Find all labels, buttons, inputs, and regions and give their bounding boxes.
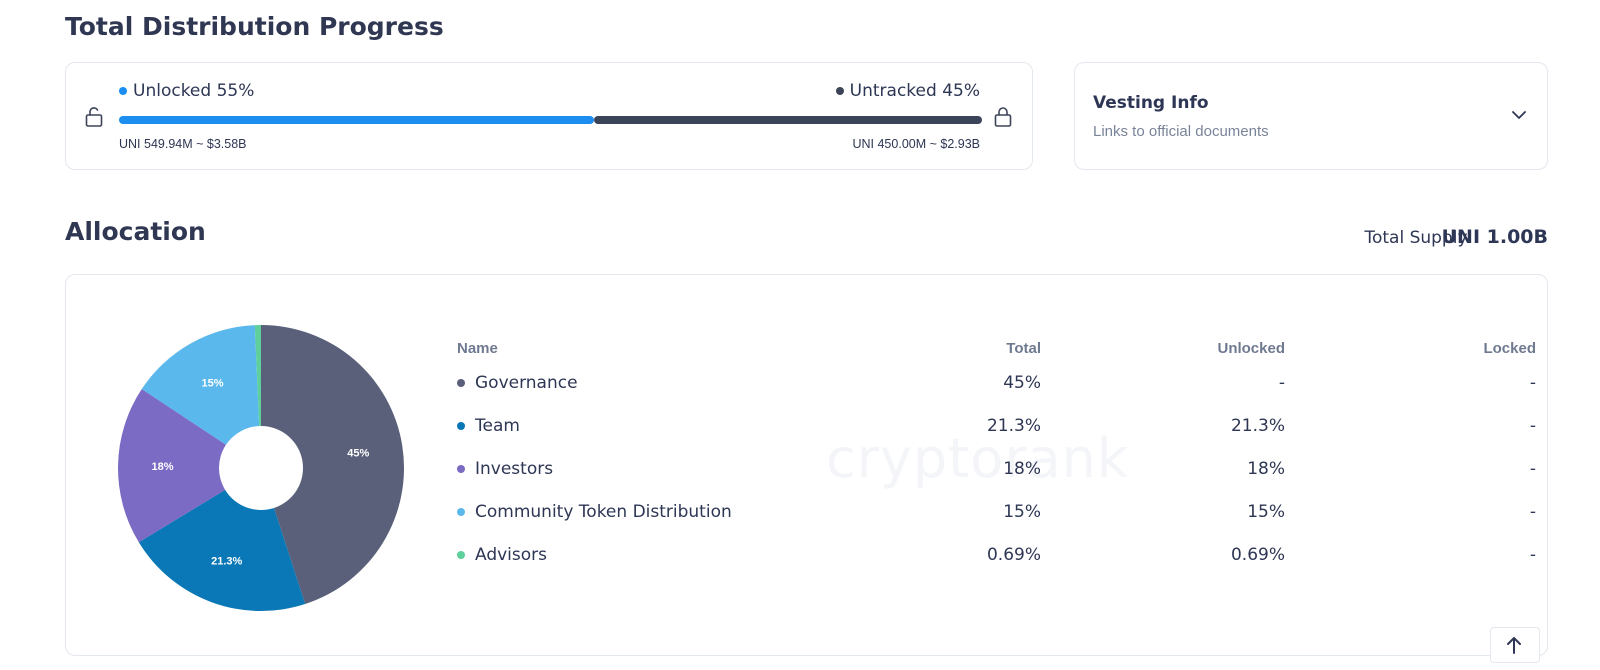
unlocked-progress-bar [119, 116, 594, 124]
row-name: Team [457, 416, 520, 436]
table-row: Investors 18% 18% - [457, 455, 1536, 485]
allocation-card: cryptorank 45% 21.3% 18% 15% Name Total Unl… [65, 274, 1548, 656]
row-name: Community Token Distribution [457, 502, 732, 522]
untracked-progress-bar [594, 116, 982, 124]
allocation-title: Allocation [65, 217, 206, 246]
row-name-text: Community Token Distribution [475, 502, 732, 522]
row-total: 15% [1003, 502, 1041, 522]
lock-icon [994, 107, 1012, 127]
allocation-donut-chart: 45% 21.3% 18% 15% [118, 325, 404, 611]
row-locked: - [1529, 502, 1536, 522]
row-name: Advisors [457, 545, 547, 565]
column-header-locked: Locked [1483, 340, 1536, 357]
vesting-info-dropdown[interactable]: Vesting Info Links to official documents [1074, 62, 1548, 170]
row-total: 21.3% [986, 416, 1041, 436]
progress-title: Total Distribution Progress [65, 12, 444, 41]
row-color-dot [457, 422, 465, 430]
pie-slice-label: 45% [347, 448, 369, 460]
row-name-text: Investors [475, 459, 554, 479]
row-locked: - [1529, 416, 1536, 436]
row-name: Investors [457, 459, 553, 479]
row-total: 45% [1003, 373, 1041, 393]
arrow-up-icon [1507, 637, 1521, 654]
total-supply-label: Total Supply: [1364, 228, 1472, 248]
row-unlocked: 0.69% [1230, 545, 1285, 565]
untracked-dot [835, 87, 844, 95]
distribution-progress-card: Unlocked 55% Untracked 45% UNI 549.94M ~… [65, 62, 1033, 170]
chevron-down-icon [1512, 111, 1526, 119]
row-unlocked: 21.3% [1230, 416, 1285, 436]
column-header-name: Name [457, 340, 498, 357]
unlocked-label: Unlocked 55% [119, 81, 254, 101]
pie-slice-label: 18% [152, 461, 174, 473]
row-unlocked: 18% [1247, 459, 1285, 479]
column-header-total: Total [1006, 340, 1041, 357]
pie-slice-community-token-distribution[interactable] [141, 325, 260, 445]
row-name: Governance [457, 373, 578, 393]
row-name-text: Team [475, 416, 520, 436]
untracked-label: Untracked 45% [835, 81, 980, 101]
pie-slice-investors[interactable] [118, 389, 226, 543]
row-color-dot [457, 508, 465, 516]
row-locked: - [1529, 459, 1536, 479]
pie-slice-advisors[interactable] [254, 325, 261, 427]
table-row: Community Token Distribution 15% 15% - [457, 498, 1536, 528]
pie-slice-governance[interactable] [261, 325, 404, 605]
column-header-unlocked: Unlocked [1217, 340, 1285, 357]
pie-slice-label: 21.3% [211, 555, 242, 567]
pie-slice-team[interactable] [138, 489, 306, 611]
row-unlocked: - [1278, 373, 1285, 393]
row-unlocked: 15% [1247, 502, 1285, 522]
row-color-dot [457, 551, 465, 559]
scroll-to-top-button[interactable] [1490, 627, 1540, 663]
unlocked-dot [119, 87, 127, 95]
row-name-text: Advisors [475, 545, 548, 565]
unlocked-label-text: Unlocked 55% [133, 81, 255, 101]
untracked-amount: UNI 450.00M ~ $2.93B [852, 137, 980, 151]
table-row: Advisors 0.69% 0.69% - [457, 541, 1536, 571]
untracked-label-text: Untracked 45% [849, 81, 980, 101]
row-color-dot [457, 379, 465, 387]
row-color-dot [457, 465, 465, 473]
pie-slice-label: 15% [202, 377, 224, 389]
row-name-text: Governance [475, 373, 578, 393]
table-row: Governance 45% - - [457, 369, 1536, 399]
unlock-icon [85, 107, 103, 127]
total-supply-value: UNI 1.00B [1441, 226, 1548, 248]
row-locked: - [1529, 545, 1536, 565]
row-total: 18% [1003, 459, 1041, 479]
row-total: 0.69% [986, 545, 1041, 565]
vesting-info-title: Vesting Info [1093, 93, 1209, 113]
table-row: Team 21.3% 21.3% - [457, 412, 1536, 442]
unlocked-amount: UNI 549.94M ~ $3.58B [119, 137, 247, 151]
vesting-info-subtitle: Links to official documents [1093, 123, 1269, 140]
row-locked: - [1529, 373, 1536, 393]
